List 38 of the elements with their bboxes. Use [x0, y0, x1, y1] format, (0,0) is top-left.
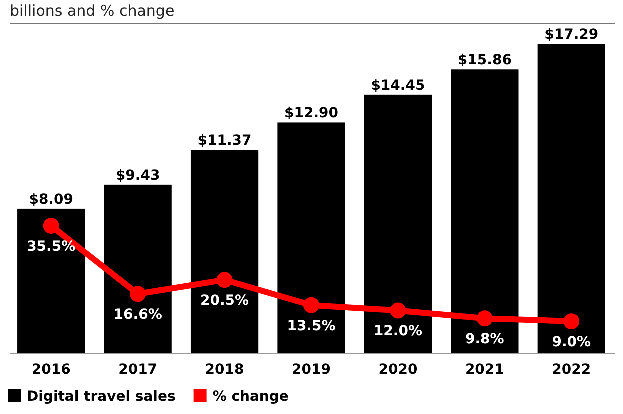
- data-label: $9.43: [116, 168, 160, 184]
- data-label: $17.29: [544, 27, 599, 43]
- bar: [190, 150, 259, 354]
- bar: [18, 208, 86, 354]
- data-label: $8.09: [29, 192, 74, 208]
- point: [390, 302, 406, 319]
- bar: [104, 184, 172, 354]
- data-label: 9.0%: [552, 334, 592, 351]
- data-label: 16.6%: [114, 307, 162, 324]
- data-label: $14.45: [371, 78, 426, 94]
- point: [476, 310, 493, 327]
- data-label: $15.86: [458, 52, 512, 69]
- x-tick-label: 2021: [465, 362, 504, 378]
- x-tick-label: 2022: [552, 362, 592, 378]
- point: [564, 314, 580, 330]
- chart-subtitle: billions and % change: [10, 2, 175, 20]
- point: [304, 297, 320, 314]
- legend-label: % change: [212, 389, 289, 405]
- legend-label: Digital travel sales: [27, 389, 176, 405]
- x-tick-label: 2019: [292, 362, 331, 378]
- data-label: 20.5%: [200, 293, 250, 310]
- data-label: 12.0%: [374, 324, 423, 340]
- point: [130, 286, 146, 302]
- x-tick-label: 2020: [378, 362, 418, 378]
- bar: [278, 122, 346, 354]
- point: [43, 218, 60, 234]
- data-label: 13.5%: [287, 318, 336, 334]
- x-tick-label: 2016: [32, 362, 71, 378]
- bar: [364, 94, 432, 354]
- bar: [451, 70, 519, 354]
- bar: [538, 44, 606, 354]
- x-tick-label: 2017: [118, 362, 158, 378]
- data-label: $12.90: [284, 106, 339, 122]
- data-label: 9.8%: [466, 332, 504, 348]
- data-label: $11.37: [198, 133, 252, 150]
- point: [216, 272, 233, 288]
- data-label: 35.5%: [27, 239, 76, 255]
- x-tick-label: 2018: [205, 362, 244, 378]
